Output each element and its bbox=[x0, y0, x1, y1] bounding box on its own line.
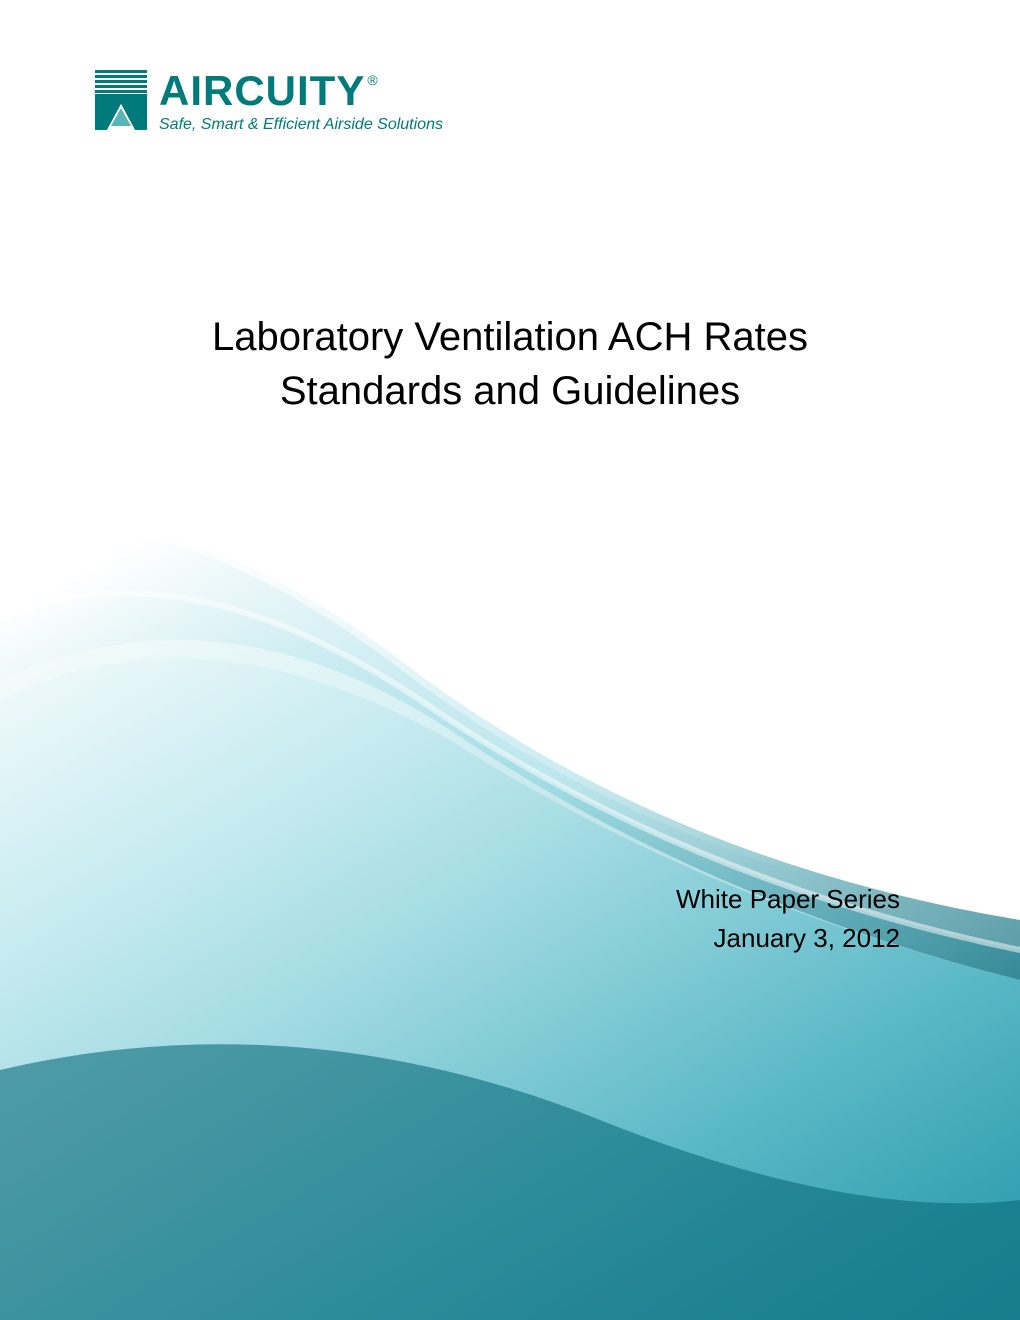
company-tagline: Safe, Smart & Efficient Airside Solution… bbox=[159, 116, 443, 134]
document-cover-page: AIRCUITY ® Safe, Smart & Efficient Airsi… bbox=[0, 0, 1020, 1320]
company-logo: AIRCUITY ® Safe, Smart & Efficient Airsi… bbox=[95, 70, 443, 134]
series-info: White Paper Series January 3, 2012 bbox=[676, 880, 900, 958]
document-title: Laboratory Ventilation ACH Rates Standar… bbox=[0, 310, 1020, 418]
registered-mark: ® bbox=[367, 72, 377, 88]
company-name: AIRCUITY bbox=[159, 70, 365, 112]
aircuity-logo-icon bbox=[95, 70, 147, 130]
wave-background-graphic bbox=[0, 420, 1020, 1320]
title-line-1: Laboratory Ventilation ACH Rates bbox=[0, 310, 1020, 364]
series-name: White Paper Series bbox=[676, 880, 900, 919]
publication-date: January 3, 2012 bbox=[676, 919, 900, 958]
logo-text-block: AIRCUITY ® Safe, Smart & Efficient Airsi… bbox=[159, 70, 443, 134]
title-line-2: Standards and Guidelines bbox=[0, 364, 1020, 418]
logo-name-row: AIRCUITY ® bbox=[159, 70, 443, 112]
